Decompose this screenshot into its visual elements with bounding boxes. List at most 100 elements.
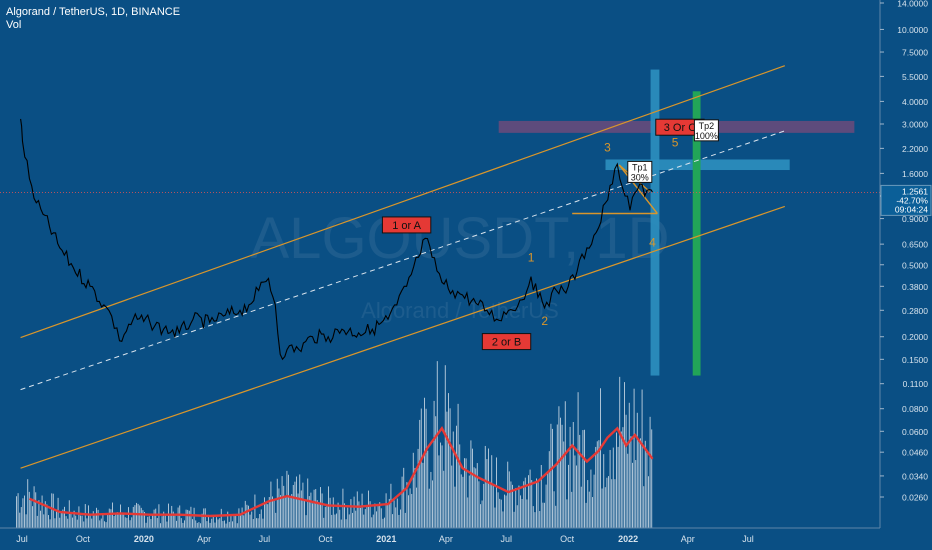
volume-bar bbox=[480, 504, 481, 528]
label-box-2[interactable] bbox=[481, 333, 532, 351]
volume-bar bbox=[20, 507, 22, 528]
y-tick-label: 7.5000 bbox=[902, 48, 928, 58]
volume-bar bbox=[593, 474, 595, 528]
volume-bar bbox=[459, 444, 461, 528]
volume-bar bbox=[585, 502, 587, 528]
volume-bar bbox=[534, 512, 536, 528]
label-box-1[interactable] bbox=[381, 216, 432, 234]
channel-upper-line[interactable] bbox=[20, 65, 785, 339]
volume-bar bbox=[456, 425, 457, 528]
volume-bar bbox=[139, 505, 141, 528]
volume-bar bbox=[177, 507, 179, 528]
volume-bar bbox=[185, 509, 187, 528]
volume-bar bbox=[494, 507, 496, 528]
volume-ma-line[interactable] bbox=[28, 426, 654, 518]
volume-bar bbox=[392, 514, 393, 528]
y-tick-label: 0.0600 bbox=[902, 427, 928, 437]
last-price-badge[interactable] bbox=[880, 184, 932, 216]
volume-bar bbox=[502, 511, 504, 528]
volume-bar bbox=[24, 495, 25, 528]
volume-bar bbox=[361, 493, 363, 528]
volume-bar bbox=[347, 507, 349, 528]
volume-bar bbox=[608, 476, 609, 528]
volume-bar bbox=[598, 440, 600, 528]
volume-bar bbox=[209, 522, 211, 528]
volume-bar bbox=[499, 498, 501, 528]
volume-bar bbox=[488, 448, 489, 528]
volume-bar bbox=[64, 506, 65, 528]
volume-bar bbox=[489, 481, 491, 528]
x-tick-label: Apr bbox=[439, 534, 453, 544]
volume-bar bbox=[528, 475, 529, 528]
volume-bar bbox=[28, 491, 30, 528]
volume-bar bbox=[364, 509, 366, 528]
chart-header: Algorand / TetherUS, 1D, BINANCE Vol bbox=[6, 6, 180, 32]
volume-bar bbox=[292, 484, 294, 528]
y-tick-label: 0.1500 bbox=[902, 355, 928, 365]
volume-bar bbox=[289, 497, 291, 528]
volume-bar bbox=[211, 518, 213, 528]
volume-bar bbox=[284, 495, 286, 528]
volume-bar bbox=[65, 516, 67, 528]
triangle-line-1[interactable] bbox=[618, 164, 658, 214]
volume-bar bbox=[240, 514, 241, 528]
volume-bar bbox=[579, 434, 581, 528]
volume-bar bbox=[131, 517, 133, 528]
volume-bar bbox=[353, 496, 355, 528]
x-tick-label: 2020 bbox=[134, 534, 154, 544]
watermark-name: Algorand / TetherUS bbox=[361, 298, 559, 323]
volume-bar bbox=[192, 519, 193, 528]
volume-bar bbox=[320, 487, 321, 528]
volume-bar bbox=[624, 382, 625, 528]
volume-bar bbox=[244, 500, 246, 528]
volume-bar bbox=[609, 449, 611, 528]
volume-bar bbox=[385, 493, 387, 528]
x-tick-label: Oct bbox=[76, 534, 91, 544]
volume-bar bbox=[126, 517, 128, 528]
volume-bar bbox=[283, 485, 285, 528]
volume-bar bbox=[331, 514, 333, 528]
volume-bar bbox=[62, 509, 64, 528]
volume-bar bbox=[555, 505, 557, 528]
volume-bar bbox=[540, 464, 542, 528]
volume-bar bbox=[574, 455, 576, 528]
volume-bar bbox=[590, 469, 592, 528]
volume-bar bbox=[622, 427, 624, 528]
volume-bar bbox=[382, 518, 384, 528]
volume-bar bbox=[504, 494, 505, 528]
wave-label-2: 2 bbox=[541, 314, 548, 328]
volume-bar bbox=[19, 512, 21, 528]
volume-bar bbox=[160, 523, 161, 528]
volume-bar bbox=[176, 520, 177, 528]
volume-bar bbox=[67, 518, 69, 528]
blue-vertical-zone[interactable] bbox=[650, 69, 660, 376]
volume-bar bbox=[401, 476, 403, 528]
target-box-5[interactable] bbox=[693, 119, 719, 142]
y-tick-label: 0.5000 bbox=[902, 260, 928, 270]
price-line[interactable] bbox=[20, 118, 653, 361]
volume-bar bbox=[251, 511, 253, 528]
volume-bar bbox=[486, 459, 488, 528]
volume-bar bbox=[124, 517, 126, 528]
volume-bar bbox=[92, 511, 94, 528]
volume-bar bbox=[395, 507, 397, 528]
volume-bar bbox=[288, 474, 289, 528]
volume-bar bbox=[102, 513, 104, 528]
green-vertical-line[interactable] bbox=[692, 91, 701, 376]
channel-lower-line[interactable] bbox=[20, 205, 785, 469]
volume-bar bbox=[536, 478, 537, 528]
volume-bar bbox=[147, 516, 149, 528]
target-box-4[interactable] bbox=[627, 160, 653, 183]
volume-bar bbox=[195, 520, 197, 528]
y-tick-label: 14.0000 bbox=[897, 0, 928, 9]
volume-bar bbox=[451, 465, 453, 528]
volume-bar bbox=[643, 486, 645, 528]
last-price-value: 1.2561 bbox=[902, 186, 928, 196]
volume-bar bbox=[252, 519, 254, 528]
y-tick-label: 4.0000 bbox=[902, 97, 928, 107]
volume-bar bbox=[468, 475, 470, 528]
volume-bar bbox=[228, 521, 230, 528]
